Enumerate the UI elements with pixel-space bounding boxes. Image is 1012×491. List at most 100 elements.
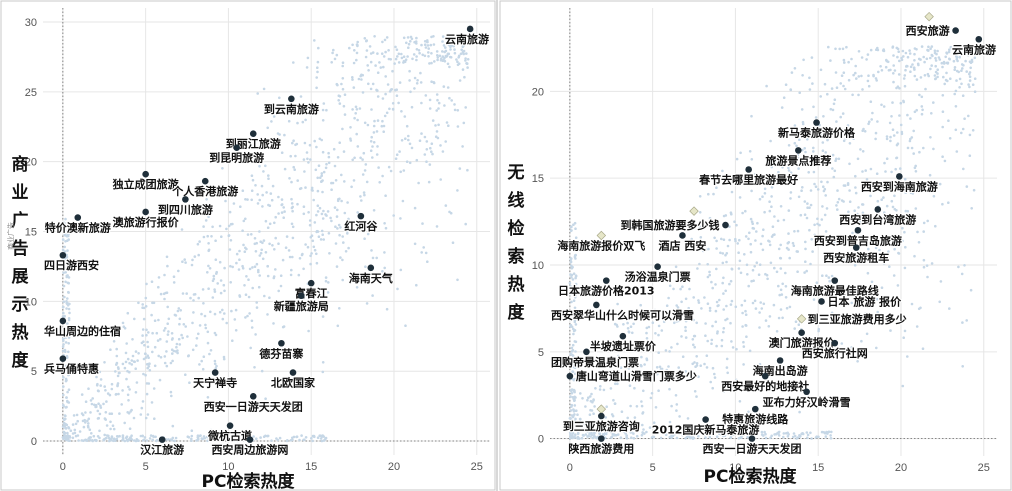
background-point [279,274,283,278]
background-point [316,60,320,64]
background-point [343,93,347,96]
background-point [342,150,346,153]
point-label: 日本旅游价格2013 [558,284,655,298]
background-point [573,296,577,299]
background-point [839,130,843,134]
background-point [348,46,351,50]
background-point [704,432,708,435]
background-point [388,272,391,276]
background-point [91,397,94,400]
background-point [801,186,804,189]
background-point [912,66,916,69]
background-point [573,329,577,332]
background-point [375,153,379,156]
background-point [371,226,374,230]
background-point [299,95,303,98]
background-point [820,346,823,349]
background-point [99,384,102,387]
background-point [313,39,316,42]
background-point [613,433,616,437]
background-point [773,215,776,218]
background-point [308,219,312,222]
background-point [112,427,116,431]
background-point [309,262,312,266]
background-point [929,136,932,139]
background-point [116,382,120,385]
background-point [184,325,187,328]
background-point [267,111,270,114]
background-point [620,410,624,414]
highlight-marker [975,35,983,43]
background-point [613,363,616,367]
background-point [307,211,310,214]
background-point [436,56,440,59]
background-point [620,309,624,312]
background-point [867,247,870,251]
background-point [363,193,366,197]
background-point [874,246,878,250]
background-point [782,435,785,439]
background-point [126,393,130,397]
background-point [142,438,146,442]
background-point [735,157,739,161]
background-point [890,199,894,203]
background-point [730,267,734,271]
background-point [806,162,810,166]
background-point [346,230,349,233]
background-point [283,167,287,171]
background-point [749,242,752,246]
background-point [393,62,396,65]
background-point [266,126,270,130]
background-point [726,244,730,248]
background-point [944,55,947,59]
background-point [820,180,823,184]
background-point [836,201,840,204]
background-point [261,257,265,261]
background-point [198,324,202,327]
background-point [810,56,814,59]
background-point [814,436,818,439]
background-point [961,94,965,97]
background-point [404,137,407,140]
background-point [902,99,905,103]
background-point [580,436,584,440]
background-point [820,237,823,240]
background-point [818,292,822,296]
background-point [913,47,917,50]
background-point [165,291,169,295]
background-point [264,219,268,223]
background-point [167,330,170,333]
background-point [124,360,128,364]
background-point [376,95,380,98]
background-point [715,186,718,189]
background-point [777,316,781,320]
background-point [749,250,753,254]
background-point [680,300,683,304]
background-point [755,261,759,265]
background-point [202,355,206,359]
background-point [744,324,748,327]
background-point [882,49,886,53]
background-point [657,351,660,355]
background-point [622,323,625,326]
background-point [766,277,769,281]
background-point [743,253,746,256]
background-point [66,435,70,439]
background-point [970,207,973,210]
background-point [673,321,676,325]
background-point [725,304,728,308]
background-point [225,321,228,325]
background-point [317,46,320,50]
background-point [613,426,617,430]
background-point [740,436,743,439]
background-point [252,435,255,438]
background-point [209,310,212,314]
background-point [769,261,773,265]
background-point [715,267,718,271]
background-point [347,217,350,221]
background-point [423,43,427,46]
background-point [446,52,450,56]
background-point [885,135,889,138]
background-point [768,243,772,247]
background-point [340,82,343,86]
